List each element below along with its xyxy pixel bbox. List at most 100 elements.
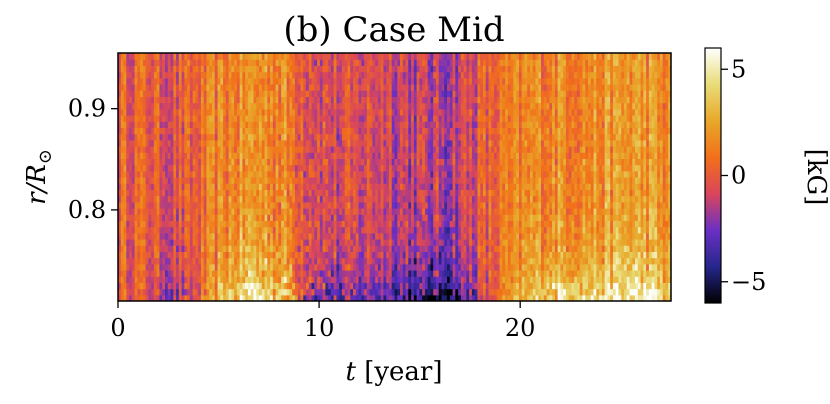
heatmap-cell: [353, 115, 357, 122]
heatmap-cell: [400, 220, 404, 228]
heatmap-cell: [292, 232, 296, 240]
heatmap-cell: [294, 226, 299, 234]
heatmap-cell: [411, 220, 415, 228]
heatmap-cell: [444, 282, 448, 290]
heatmap-cell: [165, 121, 169, 128]
heatmap-cell: [126, 294, 130, 301]
heatmap-cell: [145, 65, 150, 73]
heatmap-cell: [330, 232, 335, 240]
heatmap-cell: [192, 239, 197, 246]
heatmap-cell: [380, 108, 385, 116]
heatmap-cell: [319, 294, 324, 301]
heatmap-cell: [458, 121, 462, 128]
heatmap-cell: [272, 158, 277, 166]
heatmap-cell: [322, 90, 326, 97]
heatmap-cell: [435, 226, 440, 234]
heatmap-cell: [259, 232, 263, 240]
heatmap-cell: [452, 189, 456, 197]
heatmap-cell: [416, 59, 420, 66]
heatmap-cell: [272, 288, 277, 296]
heatmap-cell: [314, 276, 318, 283]
heatmap-cell: [170, 127, 174, 135]
heatmap-cell: [433, 108, 437, 116]
heatmap-cell: [366, 170, 371, 178]
heatmap-cell: [449, 195, 454, 203]
heatmap-cell: [250, 245, 255, 252]
heatmap-cell: [386, 208, 390, 215]
heatmap-cell: [184, 139, 188, 147]
heatmap-cell: [187, 257, 191, 265]
heatmap-cell: [267, 294, 271, 301]
heatmap-cell: [151, 152, 155, 159]
heatmap-cell: [355, 201, 360, 209]
heatmap-cell: [159, 77, 163, 85]
heatmap-cell: [364, 294, 368, 301]
heatmap-cell: [167, 195, 172, 203]
heatmap-cell: [217, 214, 221, 221]
heatmap-cell: [250, 214, 255, 221]
heatmap-cell: [294, 84, 299, 91]
heatmap-cell: [209, 102, 213, 110]
heatmap-cell: [198, 127, 202, 135]
heatmap-cell: [419, 239, 423, 246]
heatmap-cell: [364, 84, 368, 91]
heatmap-cell: [411, 183, 415, 190]
heatmap-cell: [308, 294, 313, 301]
heatmap-cell: [275, 77, 279, 85]
heatmap-cell: [212, 53, 216, 60]
heatmap-cell: [350, 276, 354, 283]
heatmap-cell: [203, 239, 208, 246]
heatmap-cell: [286, 65, 291, 73]
heatmap-cell: [375, 146, 379, 153]
heatmap-cell: [178, 90, 183, 97]
heatmap-cell: [311, 214, 315, 221]
heatmap-cell: [151, 214, 155, 221]
heatmap-cell: [209, 239, 213, 246]
heatmap-cell: [225, 139, 230, 147]
heatmap-cell: [306, 121, 310, 128]
heatmap-cell: [170, 201, 174, 209]
heatmap-cell: [364, 214, 368, 221]
heatmap-cell: [223, 121, 227, 128]
heatmap-cell: [433, 214, 437, 221]
heatmap-cell: [444, 226, 448, 234]
heatmap-cell: [151, 294, 155, 301]
heatmap-cell: [452, 294, 456, 301]
heatmap-cell: [391, 133, 396, 141]
heatmap-cell: [355, 282, 360, 290]
heatmap-cell: [140, 71, 144, 79]
heatmap-cell: [380, 177, 385, 184]
heatmap-cell: [275, 90, 279, 97]
heatmap-cell: [400, 77, 404, 85]
heatmap-cell: [256, 282, 260, 290]
heatmap-cell: [151, 251, 155, 259]
heatmap-cell: [170, 177, 174, 184]
heatmap-cell: [225, 239, 230, 246]
heatmap-cell: [283, 294, 288, 301]
heatmap-cell: [311, 146, 315, 153]
heatmap-cell: [377, 115, 382, 122]
heatmap-cell: [325, 263, 329, 271]
heatmap-cell: [234, 139, 238, 147]
heatmap-cell: [311, 139, 315, 147]
heatmap-cell: [123, 102, 127, 110]
heatmap-cell: [449, 294, 454, 301]
heatmap-cell: [322, 65, 326, 73]
heatmap-cell: [137, 282, 141, 290]
heatmap-cell: [297, 139, 302, 147]
heatmap-cell: [292, 226, 296, 234]
heatmap-cell: [253, 158, 257, 166]
heatmap-cell: [225, 133, 230, 141]
heatmap-cell: [228, 257, 232, 265]
heatmap-cell: [129, 183, 133, 190]
heatmap-cell: [181, 59, 185, 66]
heatmap-cell: [270, 77, 274, 85]
heatmap-cell: [361, 96, 365, 104]
heatmap-cell: [380, 96, 385, 104]
heatmap-cell: [145, 84, 150, 91]
heatmap-cell: [214, 84, 219, 91]
heatmap-cell: [220, 220, 224, 228]
heatmap-cell: [275, 276, 279, 283]
heatmap-cell: [283, 251, 288, 259]
heatmap-cell: [148, 96, 152, 104]
